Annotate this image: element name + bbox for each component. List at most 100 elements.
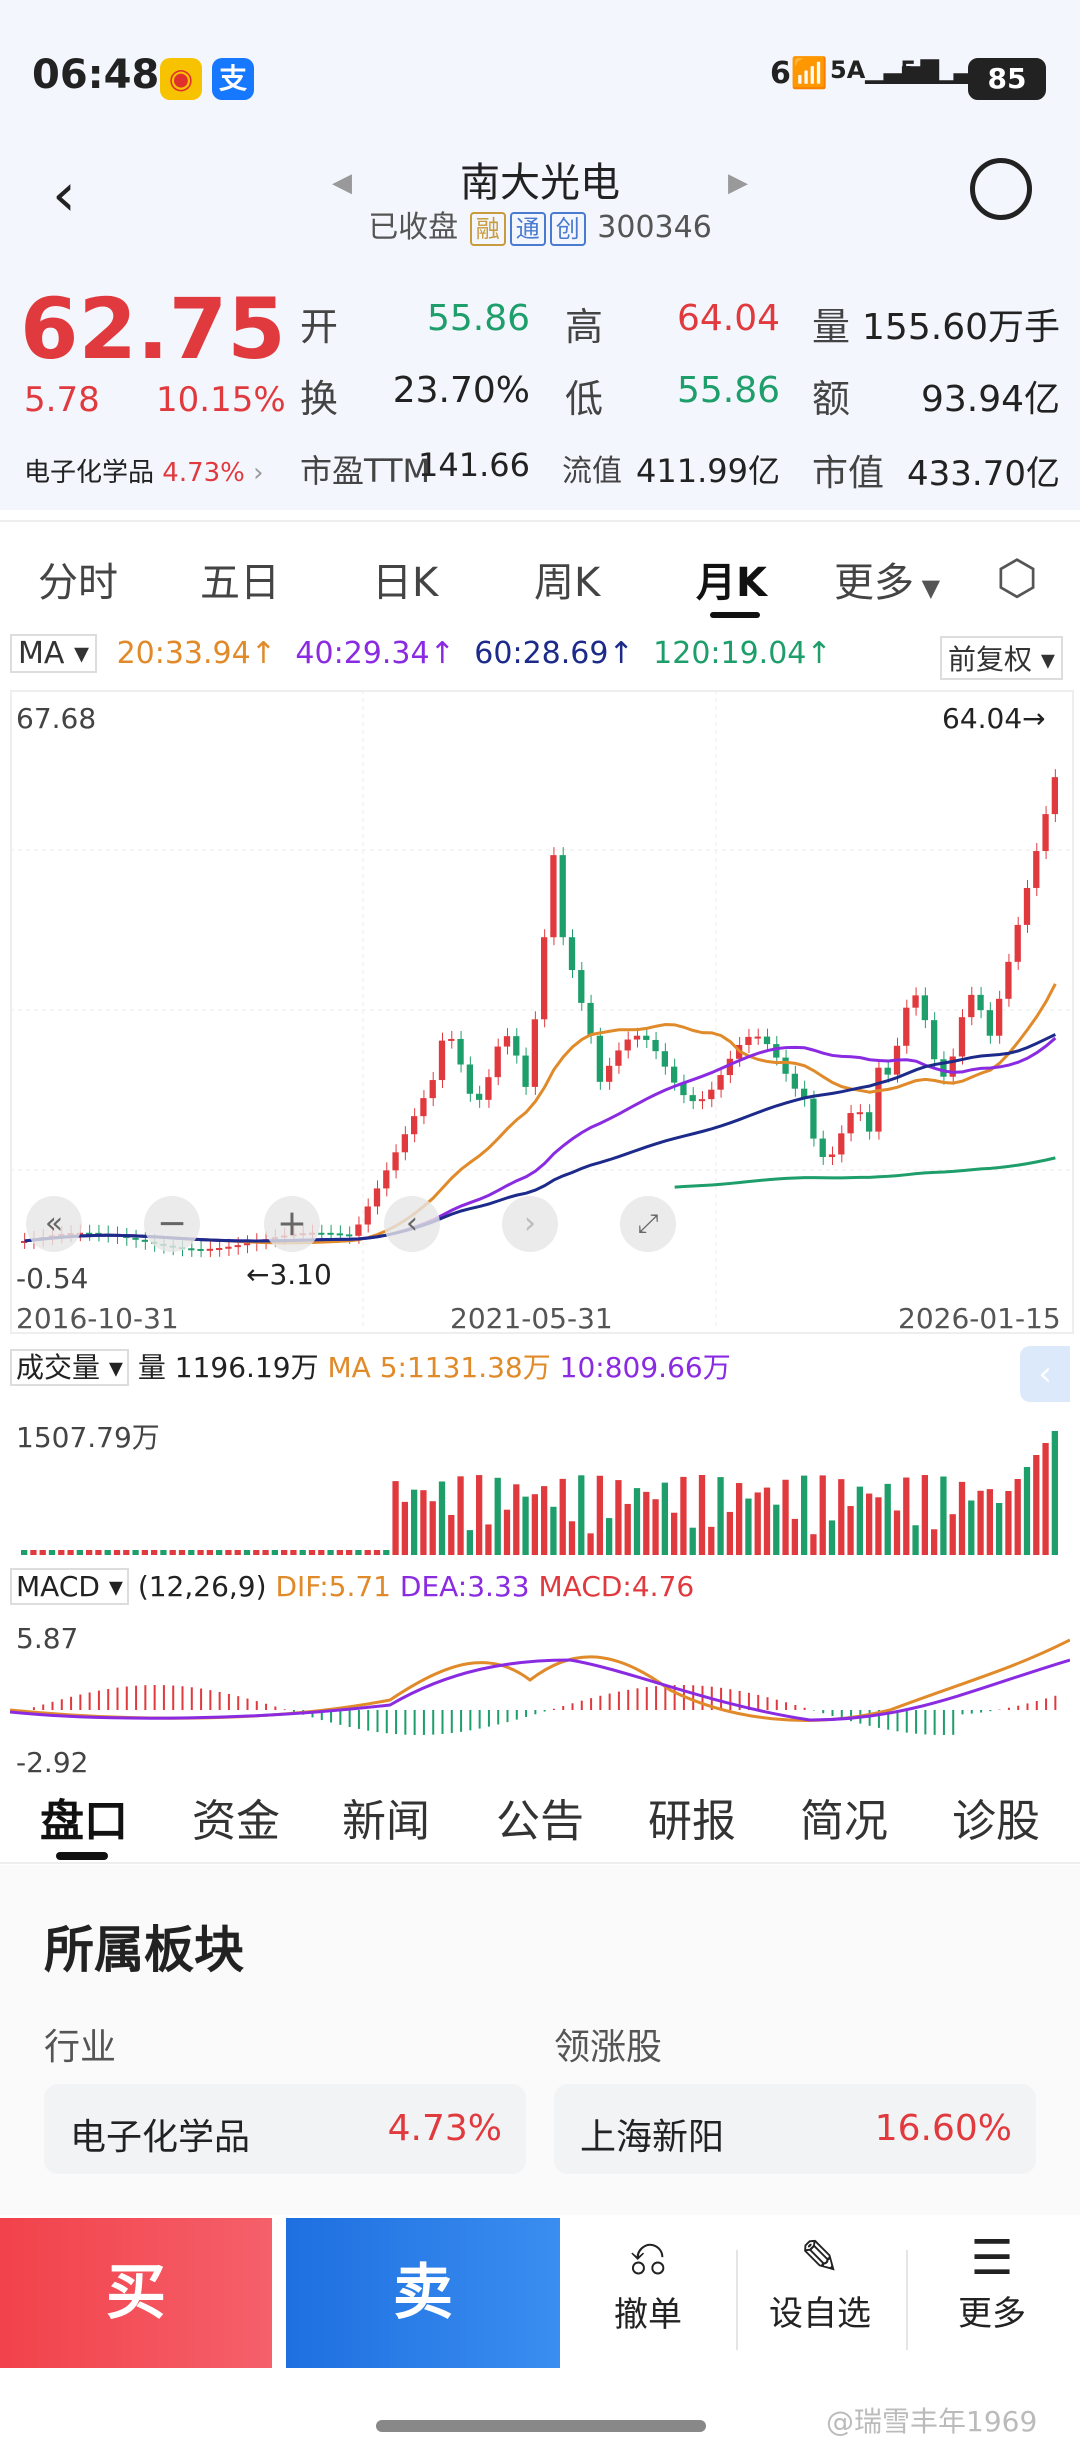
date-end: 2026-01-15 xyxy=(898,1302,1061,1335)
macd-bar xyxy=(645,1687,648,1710)
volume-bar xyxy=(420,1490,427,1555)
leader-card[interactable]: 上海新阳 16.60% xyxy=(554,2084,1036,2174)
volume-bar xyxy=(290,1550,297,1555)
candle xyxy=(86,1232,93,1235)
volume-bar xyxy=(327,1550,334,1555)
volume-bar xyxy=(643,1491,650,1555)
tab-funds[interactable]: 资金 xyxy=(192,1796,280,1847)
back-icon[interactable]: ‹ xyxy=(52,160,76,230)
tab-announcements[interactable]: 公告 xyxy=(496,1796,584,1847)
tab-research[interactable]: 研报 xyxy=(648,1796,736,1847)
volume-bar xyxy=(113,1550,121,1555)
candle xyxy=(513,1036,520,1056)
candle xyxy=(856,1112,863,1115)
volume-bar xyxy=(884,1483,891,1555)
macd-bar xyxy=(552,1708,555,1710)
candle xyxy=(615,1050,622,1066)
candle xyxy=(652,1039,659,1052)
volume-bar xyxy=(48,1550,56,1555)
volume-bar xyxy=(717,1477,724,1555)
volume-bar xyxy=(151,1550,158,1555)
tab-more[interactable]: 更多 ▼ xyxy=(834,560,941,606)
candle xyxy=(355,1224,362,1236)
volume-selector[interactable]: 成交量 ▾ xyxy=(10,1349,129,1386)
scroll-left-icon[interactable]: ‹ xyxy=(384,1196,440,1252)
kline-chart[interactable] xyxy=(10,690,1074,1334)
tab-order-book[interactable]: 盘口 xyxy=(40,1796,128,1847)
volume-bar xyxy=(234,1550,241,1555)
next-stock-icon[interactable]: ▶ xyxy=(728,168,748,198)
macd-bar xyxy=(1007,1707,1010,1710)
macd-bar xyxy=(162,1685,165,1710)
macd-min-label: -2.92 xyxy=(16,1746,89,1779)
volume-bar xyxy=(67,1550,74,1555)
search-icon[interactable] xyxy=(970,158,1032,220)
candle xyxy=(1033,851,1040,888)
section-title: 所属板块 xyxy=(44,1921,244,1979)
collapse-panel-icon[interactable]: ‹ xyxy=(1020,1346,1070,1402)
fullscreen-icon[interactable]: ⤢ xyxy=(620,1196,676,1252)
volume-bar xyxy=(39,1550,46,1555)
volume-bar xyxy=(411,1489,418,1555)
volume-bar xyxy=(680,1476,687,1555)
adjust-selector[interactable]: 前复权 ▾ xyxy=(940,636,1063,680)
prev-stock-icon[interactable]: ◀ xyxy=(332,168,352,198)
macd-bar xyxy=(237,1696,240,1710)
volume-bar xyxy=(188,1550,195,1555)
macd-selector[interactable]: MACD ▾ xyxy=(10,1568,129,1605)
scroll-right-icon[interactable]: › xyxy=(502,1196,558,1252)
weibo-icon: ◉ xyxy=(160,58,202,100)
settings-hex-icon[interactable]: ⬡ xyxy=(996,550,1038,606)
macd-bar xyxy=(385,1710,388,1734)
candle xyxy=(568,937,576,971)
ma-legend: MA ▾ 20:33.94↑ 40:29.34↑ 60:28.69↑ 120:1… xyxy=(10,634,1070,686)
macd-bar xyxy=(608,1693,611,1710)
tab-intraday[interactable]: 分时 xyxy=(38,560,118,606)
add-watchlist-button[interactable]: ✎ 设自选 xyxy=(750,2230,890,2335)
leader-name: 上海新阳 xyxy=(580,2117,725,2158)
volume-bar xyxy=(652,1499,659,1555)
candle xyxy=(1023,887,1031,925)
buy-button[interactable]: 买 xyxy=(0,2218,272,2368)
macd-bar xyxy=(952,1710,955,1735)
tab-daily-k[interactable]: 日K xyxy=(372,560,439,606)
home-indicator[interactable] xyxy=(376,2420,706,2432)
macd-bar xyxy=(116,1687,119,1710)
volume-bar xyxy=(615,1480,622,1555)
sector-link[interactable]: 电子化学品 4.73% › xyxy=(24,458,264,488)
tab-diagnosis[interactable]: 诊股 xyxy=(952,1796,1040,1847)
candle xyxy=(383,1170,390,1189)
cancel-order-button[interactable]: ⎌ 撤单 xyxy=(578,2230,718,2336)
volume-bar xyxy=(457,1476,464,1555)
macd-bar xyxy=(357,1710,360,1729)
zoom-in-icon[interactable]: + xyxy=(264,1196,320,1252)
candle xyxy=(559,855,566,938)
macd-bar xyxy=(79,1694,82,1710)
candle xyxy=(318,1232,325,1235)
macd-bar xyxy=(655,1686,658,1710)
macd-bar xyxy=(246,1698,249,1710)
volume-bar xyxy=(596,1475,603,1555)
sell-button[interactable]: 卖 xyxy=(286,2218,560,2368)
ma120-line xyxy=(674,1156,1056,1189)
tab-weekly-k[interactable]: 周K xyxy=(534,560,601,606)
tab-monthly-k[interactable]: 月K xyxy=(696,560,767,606)
macd-bar xyxy=(924,1710,927,1735)
amount-label: 额 xyxy=(812,377,851,421)
rewind-icon[interactable]: « xyxy=(26,1196,82,1252)
tab-news[interactable]: 新闻 xyxy=(342,1796,430,1847)
more-button[interactable]: ☰ 更多 xyxy=(922,2230,1062,2335)
volume-bar xyxy=(893,1510,901,1555)
industry-card[interactable]: 电子化学品 4.73% xyxy=(44,2084,526,2174)
candle xyxy=(197,1248,204,1251)
tab-five-day[interactable]: 五日 xyxy=(200,560,280,606)
zoom-out-icon[interactable]: − xyxy=(144,1196,200,1252)
volume-bar xyxy=(1005,1491,1012,1555)
macd-bar xyxy=(794,1704,797,1710)
candle xyxy=(336,1233,343,1236)
tab-profile[interactable]: 简况 xyxy=(800,1796,888,1847)
macd-bar xyxy=(320,1710,323,1721)
ma-selector[interactable]: MA ▾ xyxy=(10,634,98,673)
divider xyxy=(736,2250,738,2350)
leader-label: 领涨股 xyxy=(554,2027,663,2068)
